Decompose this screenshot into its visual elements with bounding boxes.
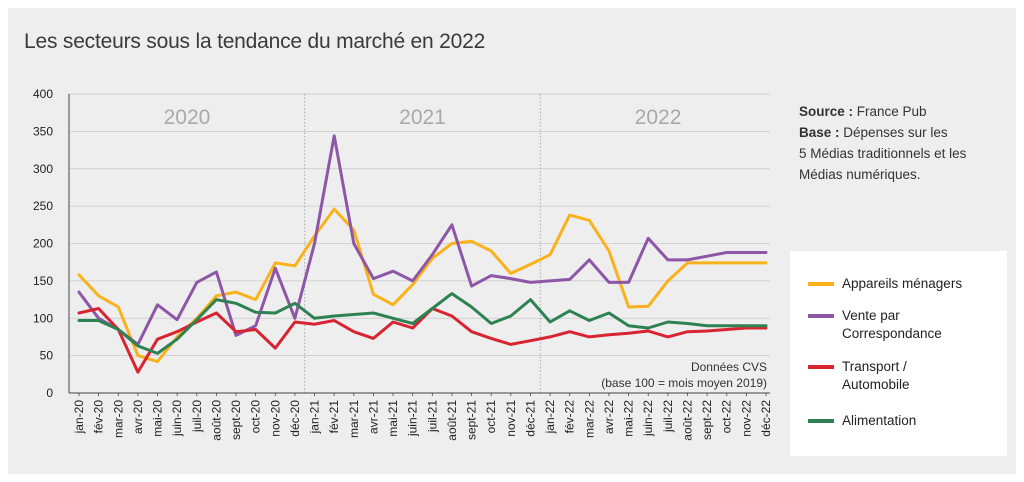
y-tick-label-100: 100 [33,311,53,325]
series-line-3 [77,292,768,355]
x-tick-label-14: mar-21 [347,400,361,438]
year-label-2021: 2021 [399,106,446,129]
x-tick-label-1: fév-20 [92,400,106,434]
data-note: Données CVS (base 100 = mois moyen 2019) [601,360,767,390]
base-line2: 5 Médias traditionnels et les [799,146,967,161]
y-axis: 0 50 100 150 200 250 300 350 400 [33,87,770,400]
legend-swatch-alimentation [808,419,834,423]
x-tick-label-31: août-22 [680,400,694,441]
legend-label-vente-2: Correspondance [842,326,942,341]
x-tick-label-26: mar-22 [582,400,596,438]
x-tick-label-25: fév-22 [563,400,577,434]
y-tick-label-300: 300 [33,162,53,176]
x-tick-label-18: juil-21 [425,400,439,433]
x-tick-label-12: jan-21 [308,400,322,435]
y-tick-label-150: 150 [33,274,53,288]
note-line1: Données CVS [691,360,767,374]
year-dividers [304,94,541,393]
year-label-2022: 2022 [635,106,682,129]
series-line-1 [77,134,768,346]
page-title: Les secteurs sous la tendance du marché … [24,30,486,53]
x-tick-label-33: oct-22 [720,400,734,434]
x-tick-label-10: nov-20 [268,400,282,437]
x-tick-label-28: mai-22 [622,400,636,437]
legend-label-appareils: Appareils ménagers [842,276,963,291]
x-tick-label-13: fév-21 [327,400,341,434]
legend: Appareils ménagers Vente par Corresponda… [790,251,1007,456]
series-lines [77,134,768,374]
x-tick-label-6: juil-20 [190,400,204,433]
gridlines [69,93,770,394]
x-tick-label-22: nov-21 [504,400,518,437]
legend-swatch-transport [808,365,834,369]
note-line2: (base 100 = mois moyen 2019) [601,376,767,390]
x-tick-label-2: mar-20 [111,400,125,438]
x-tick-label-15: avr-21 [366,400,380,434]
legend-swatch-appareils [808,282,834,286]
base-line3: Médias numériques. [799,167,921,182]
y-tick-label-350: 350 [33,124,53,138]
x-tick-label-21: oct-21 [484,400,498,434]
source-label: Source : [799,104,854,119]
year-label-2020: 2020 [164,106,211,129]
legend-label-transport-1: Transport / [842,359,907,374]
legend-label-transport-2: Automobile [842,377,910,392]
y-tick-label-250: 250 [33,199,53,213]
legend-label-vente-1: Vente par [842,308,900,323]
x-tick-label-34: nov-22 [739,400,753,437]
x-tick-label-9: oct-20 [249,400,263,434]
x-tick-label-35: déc-22 [759,400,773,437]
x-tick-label-11: déc-20 [288,400,302,437]
x-tick-label-20: sept-21 [465,400,479,440]
x-tick-label-8: sept-20 [229,400,243,440]
x-tick-label-3: avr-20 [131,400,145,434]
series-line-0 [77,207,768,364]
x-tick-label-30: juil-22 [661,400,675,433]
x-tick-label-23: déc-21 [523,400,537,437]
x-tick-label-7: août-20 [209,400,223,441]
x-tick-label-16: mai-21 [386,400,400,437]
base-line1: Dépenses sur les [843,125,948,140]
y-tick-label-50: 50 [40,349,54,363]
legend-label-alimentation: Alimentation [842,413,917,428]
x-tick-label-29: juin-22 [641,400,655,437]
legend-swatch-vente [808,314,834,318]
x-tick-label-17: juin-21 [406,400,420,437]
source-value: France Pub [856,104,927,119]
source-block: Source : France Pub Base : Dépenses sur … [799,101,966,185]
x-tick-label-19: août-21 [445,400,459,441]
y-tick-label-0: 0 [46,386,53,400]
x-tick-label-27: avr-22 [602,400,616,434]
year-labels: 2020 2021 2022 [164,106,682,129]
x-tick-label-0: jan-20 [72,400,86,435]
x-tick-label-24: jan-22 [543,400,557,435]
y-tick-label-200: 200 [33,237,53,251]
base-label: Base : [799,125,840,140]
x-tick-label-5: juin-20 [170,400,184,437]
x-tick-label-32: sept-22 [700,400,714,440]
x-tick-label-4: mai-20 [151,400,165,437]
y-tick-label-400: 400 [33,87,53,101]
x-axis: jan-20 fév-20 mar-20 avr-20 mai-20 juin-20 jui… [72,393,773,441]
